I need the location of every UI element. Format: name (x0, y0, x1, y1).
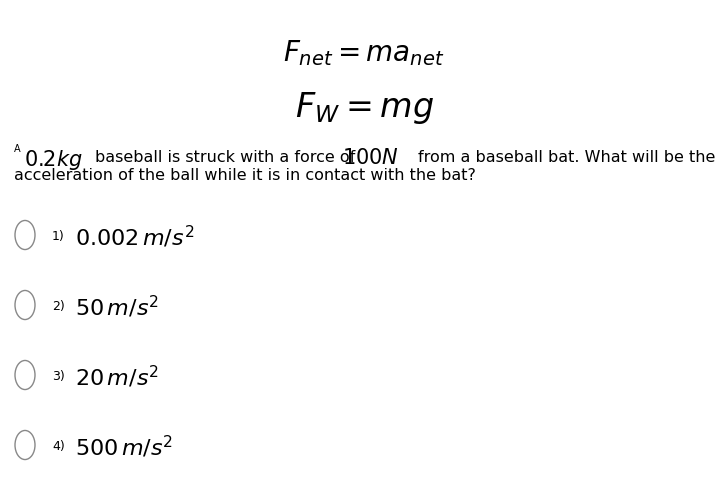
Text: from a baseball bat. What will be the: from a baseball bat. What will be the (418, 150, 716, 165)
Text: $500\,\mathit{m/s}^{2}$: $500\,\mathit{m/s}^{2}$ (75, 434, 173, 460)
Text: A: A (14, 144, 20, 154)
Text: 4): 4) (52, 440, 65, 453)
Text: $20\,\mathit{m/s}^{2}$: $20\,\mathit{m/s}^{2}$ (75, 364, 159, 390)
Text: baseball is struck with a force of: baseball is struck with a force of (95, 150, 355, 165)
Text: $\mathit{0.2kg}$: $\mathit{0.2kg}$ (24, 148, 82, 172)
Text: 1): 1) (52, 230, 65, 243)
Text: $50\,\mathit{m/s}^{2}$: $50\,\mathit{m/s}^{2}$ (75, 294, 159, 320)
Text: $\mathit{F}_{net} = \mathit{ma}_{net}$: $\mathit{F}_{net} = \mathit{ma}_{net}$ (283, 38, 445, 68)
Text: $\mathit{100N}$: $\mathit{100N}$ (342, 148, 399, 168)
Text: 2): 2) (52, 300, 65, 313)
Text: $\mathbf{\mathit{F}}_{W} = \mathbf{\mathit{mg}}$: $\mathbf{\mathit{F}}_{W} = \mathbf{\math… (295, 90, 433, 126)
Text: 3): 3) (52, 370, 65, 383)
Text: acceleration of the ball while it is in contact with the bat?: acceleration of the ball while it is in … (14, 168, 476, 183)
Text: $0.002\,\mathit{m/s}^{2}$: $0.002\,\mathit{m/s}^{2}$ (75, 224, 194, 250)
